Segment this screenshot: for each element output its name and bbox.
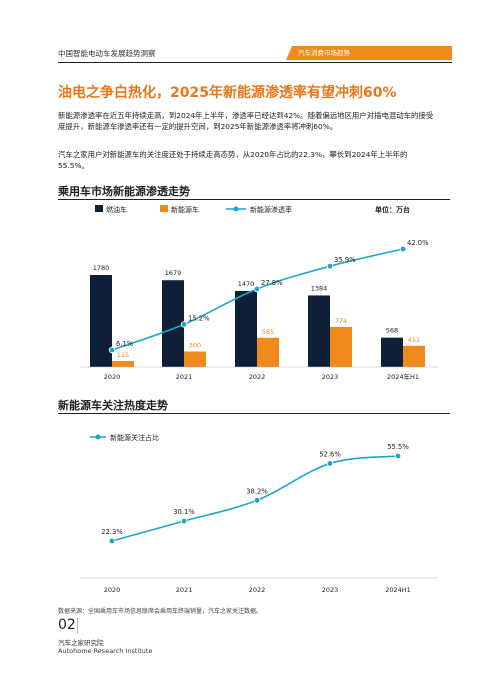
legend-swatch-nev bbox=[160, 205, 168, 212]
bar-value-fuel: 1384 bbox=[311, 284, 328, 292]
attention-point bbox=[326, 460, 334, 467]
legend-label-penetration: 新能源渗透率 bbox=[250, 205, 292, 214]
x-tick-label: 2023 bbox=[322, 586, 339, 594]
bar-value-fuel: 1470 bbox=[238, 280, 255, 288]
legend-marker-attention bbox=[95, 434, 101, 440]
penetration-label: 27.8% bbox=[261, 279, 283, 287]
attention-point bbox=[108, 537, 116, 545]
page-number-divider bbox=[77, 618, 78, 634]
bar-fuel bbox=[308, 295, 330, 367]
bar-value-fuel: 568 bbox=[386, 327, 398, 335]
attention-point bbox=[180, 517, 188, 525]
chart2-title: 新能源车关注热度走势 bbox=[58, 399, 168, 412]
penetration-point bbox=[326, 262, 334, 270]
paragraph-attention: 汽车之家用户对新能源车的关注度还处于持续走高态势，从2020年占比的22.3%，… bbox=[58, 150, 408, 170]
page-header: 中国智能电动车发展趋势洞察 汽车消费市场趋势 bbox=[58, 46, 452, 63]
bar-value-fuel: 1679 bbox=[165, 269, 182, 277]
x-tick-label: 2021 bbox=[176, 373, 193, 381]
bar-nev bbox=[403, 345, 425, 367]
legend-swatch-fuel bbox=[95, 205, 103, 212]
penetration-point bbox=[180, 321, 188, 328]
bar-nev bbox=[184, 351, 206, 367]
report-title: 中国智能电动车发展趋势洞察 bbox=[58, 49, 156, 58]
bar-value-nev: 115 bbox=[117, 351, 129, 359]
bar-fuel bbox=[90, 274, 112, 367]
attention-point bbox=[253, 497, 261, 504]
penetration-label: 15.2% bbox=[188, 314, 210, 322]
penetration-point bbox=[399, 245, 407, 253]
attention-label: 38.2% bbox=[246, 487, 268, 495]
chart2-title-rule bbox=[58, 413, 450, 414]
bar-value-nev: 565 bbox=[262, 328, 274, 336]
institute-name-cn: 汽车之家研究院 bbox=[58, 639, 104, 647]
legend-label-attention: 新能源关注占比 bbox=[110, 433, 159, 442]
x-tick-label: 2023 bbox=[322, 373, 339, 381]
bar-value-nev: 411 bbox=[408, 336, 420, 344]
bar-fuel bbox=[235, 291, 257, 367]
bar-value-fuel: 1780 bbox=[93, 264, 110, 272]
penetration-label: 6.1% bbox=[116, 340, 134, 348]
header-divider bbox=[58, 62, 452, 63]
bar-nev bbox=[330, 326, 352, 367]
page-number: 02 bbox=[58, 617, 76, 633]
penetration-label: 35.9% bbox=[334, 256, 356, 264]
page-headline: 油电之争白热化，2025年新能源渗透率有望冲刺60% bbox=[58, 85, 397, 101]
penetration-point bbox=[253, 285, 261, 293]
penetration-label: 42.0% bbox=[407, 239, 429, 247]
penetration-point bbox=[108, 346, 116, 354]
x-tick-label: 2022 bbox=[249, 373, 266, 381]
bar-nev bbox=[257, 337, 279, 367]
attention-label: 55.5% bbox=[387, 443, 409, 451]
x-tick-label: 2020 bbox=[104, 373, 121, 381]
x-tick-label: 2021 bbox=[176, 586, 193, 594]
section-tag: 汽车消费市场趋势 bbox=[286, 46, 452, 60]
legend-label-fuel: 燃油车 bbox=[106, 205, 127, 214]
bar-fuel bbox=[162, 280, 184, 367]
legend-marker-penetration bbox=[233, 206, 239, 212]
bar-nev bbox=[112, 361, 134, 367]
attention-label: 22.3% bbox=[101, 528, 123, 536]
legend-label-nev: 新能源车 bbox=[171, 205, 199, 214]
x-tick-label: 2024H1 bbox=[385, 586, 411, 594]
paragraph-penetration: 新能源渗透率在近五年持续走高，到2024年上半年，渗透率已经达到42%。随着偏远… bbox=[58, 111, 434, 131]
chart1-title: 乘用车市场新能源渗透走势 bbox=[58, 185, 190, 198]
bar-value-nev: 300 bbox=[189, 341, 201, 349]
attention-point bbox=[394, 452, 402, 460]
chart1-title-rule bbox=[58, 199, 450, 200]
bar-value-nev: 774 bbox=[335, 317, 347, 325]
x-tick-label: 2020 bbox=[104, 586, 121, 594]
attention-label: 52.6% bbox=[319, 450, 341, 458]
bar-fuel bbox=[381, 337, 403, 367]
data-source-note: 数据来源：全国乘用车市场信息联席会乘用车终端销量，汽车之家关注数据。 bbox=[58, 608, 263, 615]
x-tick-label: 2024年H1 bbox=[387, 372, 419, 381]
x-tick-label: 2022 bbox=[249, 586, 266, 594]
institute-name-en: Autohome Research Institute bbox=[58, 647, 153, 655]
unit-label: 单位：万台 bbox=[375, 205, 410, 214]
attention-label: 30.1% bbox=[173, 508, 195, 516]
